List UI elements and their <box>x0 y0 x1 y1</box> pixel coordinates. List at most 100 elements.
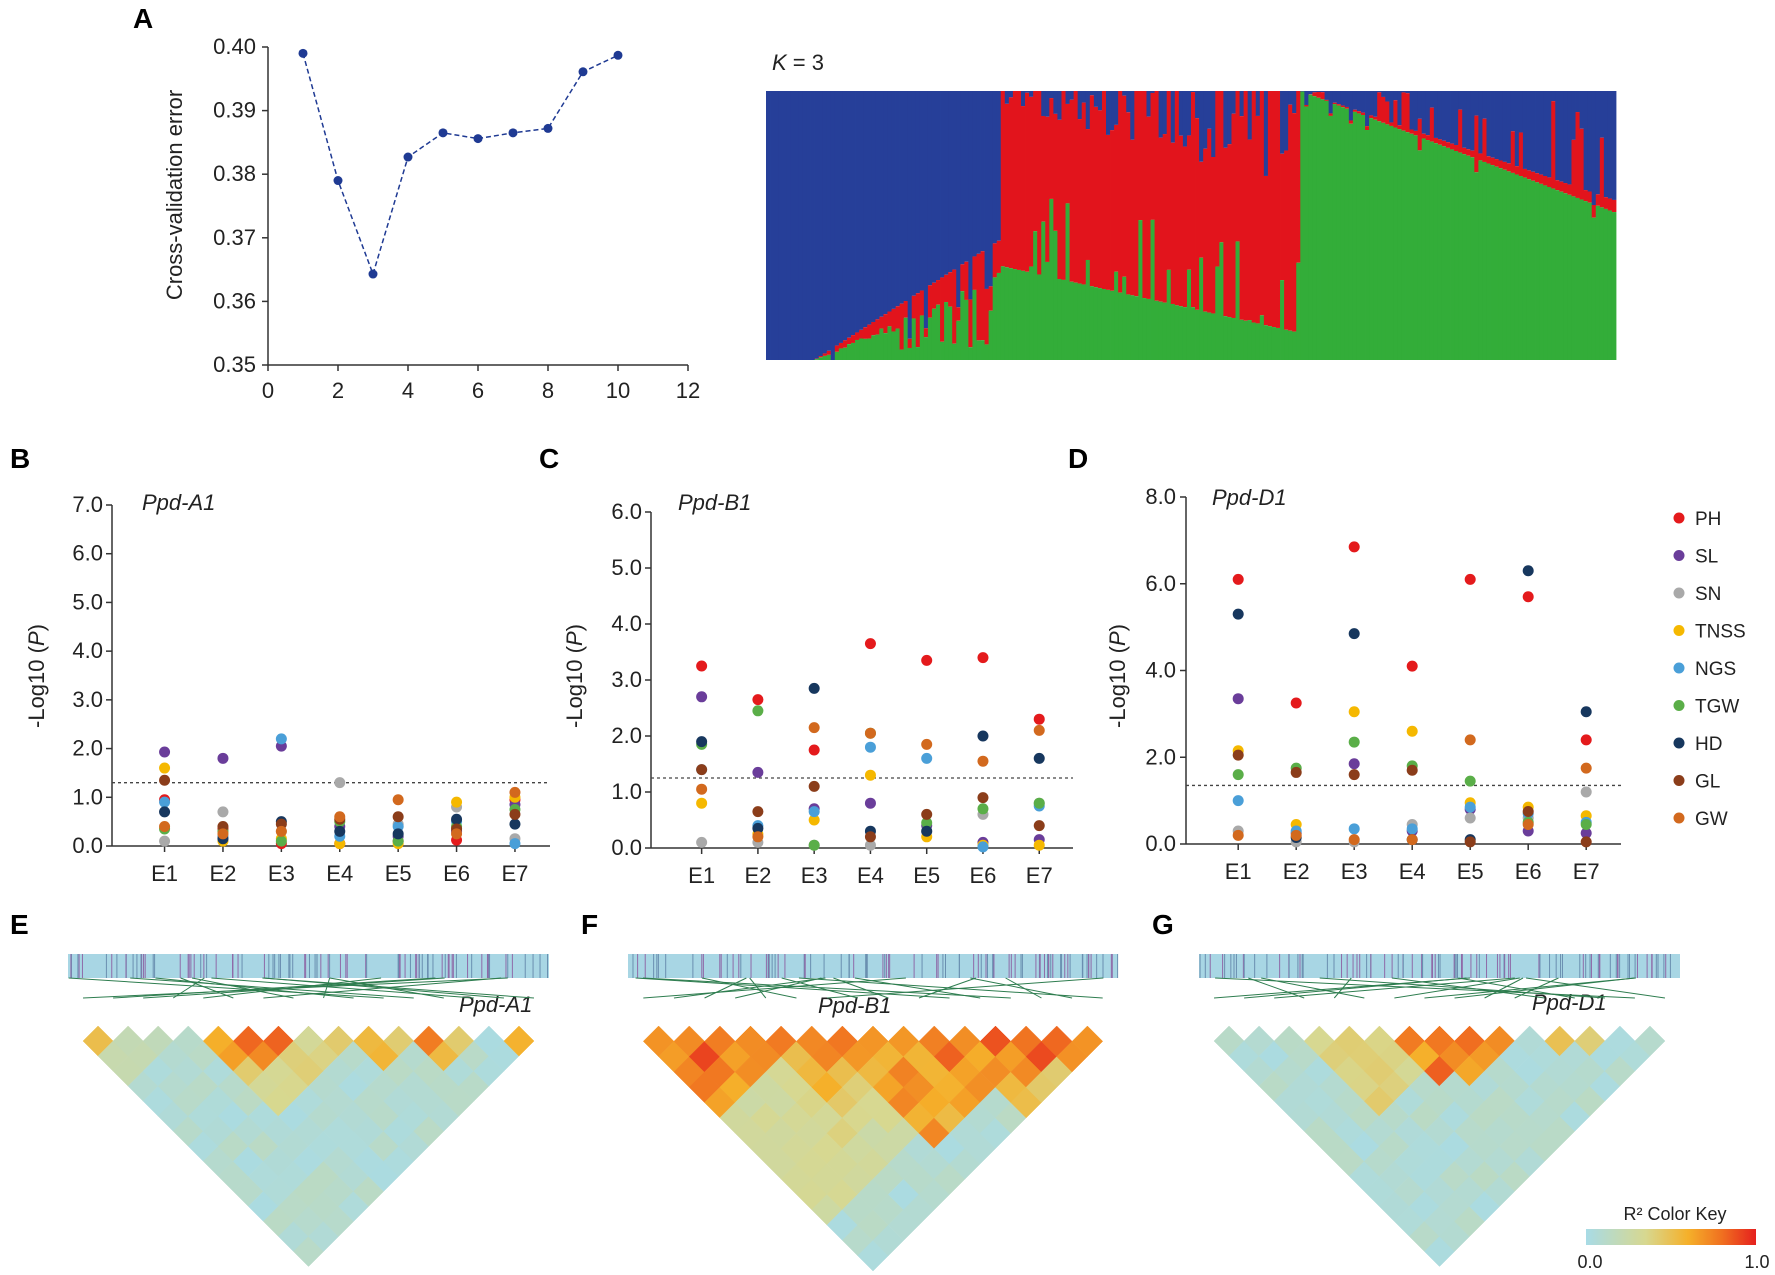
structure-bar-blue <box>1441 91 1447 141</box>
structure-bar-green <box>1332 104 1338 361</box>
structure-bar-red <box>1397 125 1402 130</box>
structure-bar-blue <box>1352 91 1358 110</box>
structure-bar-blue <box>1474 91 1479 116</box>
panelC-point-ph <box>752 694 764 706</box>
structure-bar-green <box>1365 130 1370 360</box>
structure-bar-red <box>988 286 994 311</box>
structure-bar-blue <box>1097 91 1103 111</box>
structure-bar-green <box>1583 201 1589 360</box>
structure-bar-green <box>1065 203 1070 360</box>
structure-bar-blue <box>1288 91 1293 105</box>
structure-bar-blue <box>952 91 957 270</box>
panelF-snp-connector <box>701 977 797 999</box>
structure-bar-red <box>1502 161 1508 170</box>
panelC-point-ngs <box>921 752 933 764</box>
cv-point <box>613 50 623 60</box>
structure-bar-red <box>1150 92 1155 220</box>
panelE-snp-connector <box>155 977 354 999</box>
k-symbol: K <box>772 50 788 75</box>
structure-bar-green <box>1361 114 1366 361</box>
structure-bar-blue <box>822 91 828 354</box>
panelD-point-ngs <box>1348 823 1360 835</box>
manhattan-ppd-a1: -Log10 (P) Ppd-A1 0.0 1.0 2.0 3.0 4.0 5.0 6.0 7… <box>24 490 550 886</box>
panelD-y-tick-label: 4.0 <box>1145 658 1176 683</box>
panelC-point-hd <box>977 730 989 742</box>
panelB-y-tick-label: 2.0 <box>72 736 103 761</box>
panelC-point-gl <box>1033 820 1045 832</box>
structure-bar-red <box>1259 91 1265 316</box>
r2-color-key: R² Color Key 0.0 1.0 <box>1577 1204 1769 1272</box>
structure-bar-green <box>944 302 949 360</box>
panelD-point-ph <box>1580 734 1592 746</box>
panelC-point-gl <box>864 831 876 843</box>
structure-bar-blue <box>903 91 909 302</box>
structure-bar-green <box>1045 261 1050 360</box>
cv-point <box>543 123 553 133</box>
structure-bar-red <box>887 311 892 327</box>
panelD-x-tick-label: E3 <box>1341 859 1368 884</box>
panelD-point-ph <box>1232 573 1244 585</box>
structure-bar-red <box>1466 149 1471 156</box>
panelB-y-tick-label: 5.0 <box>72 589 103 614</box>
panelD-point-sn <box>1464 812 1476 824</box>
structure-bar-blue <box>1008 91 1014 98</box>
structure-bar-red <box>903 301 909 318</box>
structure-bar-red <box>1211 156 1216 314</box>
structure-bar-red <box>1595 194 1601 206</box>
structure-bar-blue <box>1405 91 1410 94</box>
panelB-x-tick-label: E3 <box>268 861 295 886</box>
structure-bar-green <box>1069 281 1075 360</box>
structure-bar-green <box>1239 319 1245 360</box>
structure-bar-red <box>1389 122 1394 126</box>
structure-bar-green <box>1199 257 1204 360</box>
structure-bar-red <box>1004 103 1010 268</box>
structure-bar-green <box>1385 124 1390 360</box>
structure-bar-green <box>1166 269 1172 360</box>
structure-bar-red <box>1405 93 1410 133</box>
panelC-point-ngs <box>864 741 876 753</box>
structure-bar-blue <box>1081 91 1087 103</box>
structure-bar-red <box>846 337 852 345</box>
structure-bar-blue <box>1567 91 1572 185</box>
panelC-point-sl <box>864 797 876 809</box>
structure-bar-red <box>1292 113 1297 332</box>
structure-bar-blue <box>1356 91 1362 112</box>
legend-label-tgw: TGW <box>1695 697 1739 718</box>
structure-bar-red <box>1069 99 1075 282</box>
structure-bar-green <box>1158 301 1164 360</box>
legend-label-tnss: TNSS <box>1695 622 1746 643</box>
panelC-y-tick-label: 5.0 <box>611 555 642 580</box>
panelG-snp-track <box>1199 954 1680 978</box>
legend-dot-hd <box>1673 737 1685 749</box>
structure-bar-green <box>1097 288 1103 360</box>
structure-bar-blue <box>1551 91 1556 102</box>
structure-bar-green <box>1118 292 1123 360</box>
panelG-snp-connector <box>1454 977 1635 999</box>
structure-bar-blue <box>960 91 965 265</box>
structure-bar-red <box>1016 91 1022 270</box>
structure-bar-blue <box>1579 91 1585 129</box>
legend-dot-ngs <box>1673 662 1685 674</box>
structure-bar-red <box>1563 183 1568 194</box>
ylabel-b: -Log10 (P) <box>24 624 49 728</box>
panelD-point-tgw <box>1464 775 1476 787</box>
structure-bar-blue <box>972 91 977 257</box>
panelD-point-gw <box>1522 818 1534 830</box>
structure-bar-blue <box>1494 91 1500 160</box>
legend-dot-gl <box>1673 775 1685 786</box>
structure-bar-blue <box>1029 91 1034 97</box>
structure-bar-green <box>927 317 933 360</box>
cv-x-tick-label: 4 <box>402 378 414 403</box>
structure-bar-blue <box>867 91 872 325</box>
panelD-y-tick-label: 0.0 <box>1145 831 1176 856</box>
structure-bar-blue <box>1122 91 1127 96</box>
structure-bar-green <box>931 308 937 360</box>
structure-bar-green <box>1373 119 1378 361</box>
panelG-ld-cell <box>1634 1025 1666 1057</box>
structure-bar-red <box>1514 166 1520 175</box>
structure-bar-red <box>1356 111 1362 114</box>
structure-bar-blue <box>794 91 799 360</box>
panelC-point-tgw <box>1033 797 1045 809</box>
structure-bar-red <box>1276 91 1281 328</box>
structure-bar-green <box>936 304 941 360</box>
